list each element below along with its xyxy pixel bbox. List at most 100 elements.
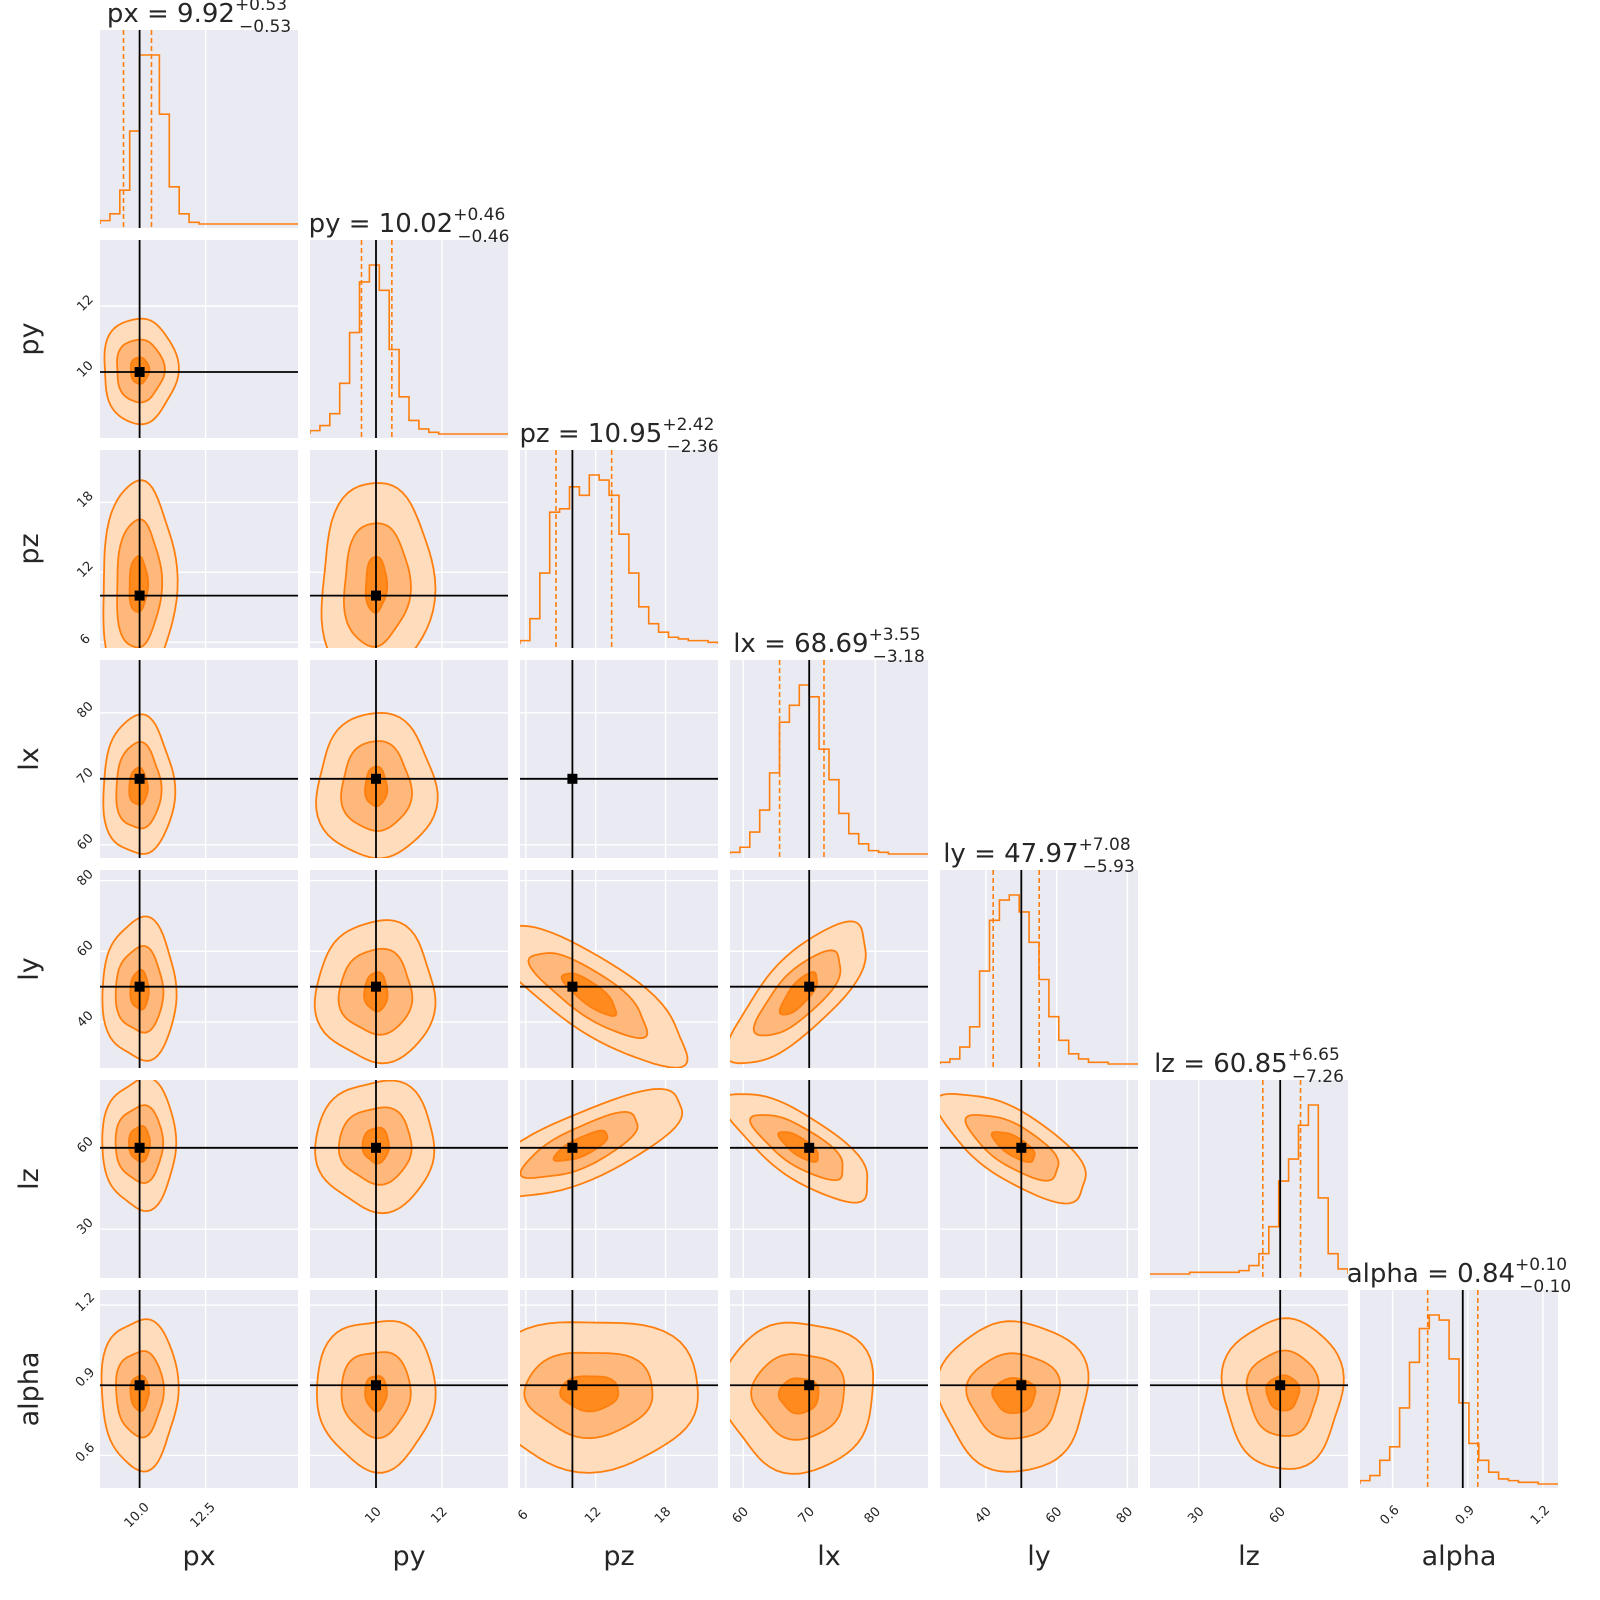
panel-alpha-py xyxy=(310,1290,508,1488)
y-axis-label-ly: ly xyxy=(14,957,45,981)
y-axis-label-py: py xyxy=(14,322,45,355)
y-tick-label: 12 xyxy=(74,292,96,314)
panel-alpha-px xyxy=(100,1290,298,1488)
truth-marker xyxy=(371,1142,381,1153)
panel-lx-py xyxy=(310,660,508,858)
x-tick-label: 6 xyxy=(515,1507,531,1523)
panel-ly-px xyxy=(100,870,298,1068)
y-tick-label: 18 xyxy=(74,489,96,511)
x-tick-label: 0.9 xyxy=(1453,1503,1478,1528)
histogram-lx xyxy=(730,684,928,855)
y-tick-label: 6 xyxy=(77,631,93,647)
y-axis-label-pz: pz xyxy=(14,533,45,564)
truth-marker xyxy=(134,1380,145,1391)
x-axis-label-pz: pz xyxy=(603,1541,634,1572)
truth-marker xyxy=(371,773,381,784)
x-axis-label-lx: lx xyxy=(817,1541,841,1572)
panel-alpha-pz xyxy=(520,1290,718,1488)
x-tick-label: 60 xyxy=(1043,1504,1065,1526)
contour-inner xyxy=(552,1129,609,1162)
x-tick-label: 40 xyxy=(972,1504,994,1526)
truth-marker xyxy=(134,773,145,784)
x-tick-label: 12 xyxy=(582,1504,604,1526)
y-axis-label-lx: lx xyxy=(14,747,45,771)
x-tick-label: 18 xyxy=(652,1504,674,1526)
panel-lx-pz xyxy=(520,660,718,858)
panel-ly-pz xyxy=(520,870,718,1068)
title-pz: pz = 10.95+2.42 −2.36 xyxy=(519,415,718,457)
x-axis-label-py: py xyxy=(392,1541,425,1572)
x-tick-label: 1.2 xyxy=(1528,1503,1553,1528)
x-axis-label-alpha: alpha xyxy=(1422,1541,1497,1572)
truth-marker xyxy=(567,981,578,992)
panel-alpha-ly xyxy=(940,1290,1138,1488)
truth-marker xyxy=(371,981,381,992)
title-ly: ly = 47.97+7.08 −5.93 xyxy=(943,835,1135,877)
histogram-alpha xyxy=(1360,1314,1558,1485)
x-tick-label: 80 xyxy=(1114,1504,1136,1526)
y-tick-label: 80 xyxy=(74,699,96,721)
x-axis-label-lz: lz xyxy=(1238,1541,1260,1572)
panel-py-px xyxy=(100,240,298,438)
title-alpha: alpha = 0.84+0.10 −0.10 xyxy=(1347,1255,1572,1297)
truth-marker xyxy=(134,981,145,992)
panel-lx-px xyxy=(100,660,298,858)
title-lx: lx = 68.69+3.55 −3.18 xyxy=(733,625,925,667)
truth-marker xyxy=(371,1380,381,1391)
title-px: px = 9.92+0.53 −0.53 xyxy=(107,0,291,37)
y-tick-label: 1.2 xyxy=(73,1290,98,1315)
y-tick-label: 0.6 xyxy=(73,1440,98,1465)
panel-lz-lz xyxy=(1150,1080,1348,1278)
panel-ly-ly xyxy=(940,870,1138,1068)
panel-background xyxy=(520,660,718,858)
y-tick-label: 60 xyxy=(74,938,96,960)
histogram-pz xyxy=(520,474,718,644)
y-axis-label-alpha: alpha xyxy=(14,1352,45,1427)
x-tick-label: 60 xyxy=(1267,1504,1289,1526)
panel-lz-px xyxy=(100,1080,298,1278)
histogram-px xyxy=(100,54,298,225)
panel-lz-ly xyxy=(940,1080,1138,1278)
x-axis-label-px: px xyxy=(182,1541,215,1572)
panel-lx-lx xyxy=(730,660,928,858)
truth-marker xyxy=(1016,1142,1027,1153)
y-tick-label: 80 xyxy=(74,867,96,889)
y-tick-label: 12 xyxy=(74,559,96,581)
x-tick-label: 30 xyxy=(1185,1504,1207,1526)
contour-inner xyxy=(1265,1374,1301,1412)
truth-marker xyxy=(804,1142,815,1153)
panel-alpha-alpha xyxy=(1360,1290,1558,1488)
truth-marker xyxy=(371,590,381,601)
truth-marker xyxy=(1275,1380,1286,1391)
title-lz: lz = 60.85+6.65 −7.26 xyxy=(1154,1045,1344,1087)
panel-lz-lx xyxy=(730,1080,928,1278)
y-tick-label: 30 xyxy=(74,1216,96,1238)
y-tick-label: 70 xyxy=(74,765,96,787)
histogram-py xyxy=(310,264,508,435)
y-tick-label: 60 xyxy=(74,831,96,853)
x-tick-label: 80 xyxy=(862,1504,884,1526)
truth-marker xyxy=(567,1142,578,1153)
panel-background xyxy=(1150,1080,1348,1278)
histogram-lz xyxy=(1150,1104,1348,1275)
y-tick-label: 40 xyxy=(74,1008,96,1030)
x-tick-label: 0.6 xyxy=(1377,1503,1402,1528)
y-tick-label: 60 xyxy=(74,1134,96,1156)
y-tick-label: 0.9 xyxy=(73,1365,98,1390)
panel-ly-lx xyxy=(730,870,928,1068)
truth-marker xyxy=(134,367,145,377)
panel-lz-pz xyxy=(520,1080,718,1278)
truth-marker xyxy=(567,1380,578,1391)
x-tick-label: 12.5 xyxy=(188,1500,219,1531)
truth-marker xyxy=(567,773,578,784)
panel-pz-pz xyxy=(520,450,718,648)
title-py: py = 10.02+0.46 −0.46 xyxy=(309,205,510,247)
truth-marker xyxy=(134,1142,145,1153)
panel-background xyxy=(100,30,298,228)
x-tick-label: 10 xyxy=(362,1504,384,1526)
panel-background xyxy=(520,450,718,648)
x-tick-label: 10.0 xyxy=(122,1500,153,1531)
y-tick-label: 10 xyxy=(74,358,96,380)
panel-alpha-lz xyxy=(1150,1290,1348,1488)
